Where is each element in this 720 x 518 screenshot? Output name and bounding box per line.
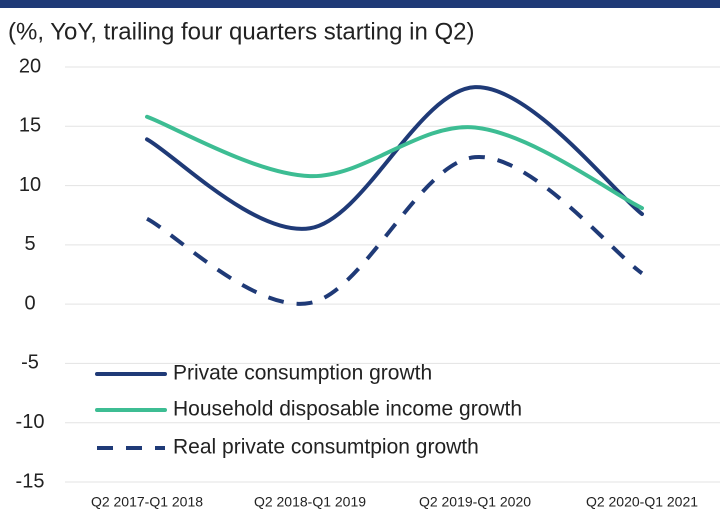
series-line — [145, 114, 644, 211]
x-tick-label: Q2 2017-Q1 2018 — [91, 494, 203, 510]
series-line — [145, 85, 644, 231]
legend-label: Private consumption growth — [173, 362, 432, 385]
y-tick-label: -10 — [16, 411, 45, 433]
y-tick-label: 5 — [24, 233, 35, 255]
legend-label: Real private consumtpion growth — [173, 436, 479, 459]
y-tick-label: 15 — [19, 115, 41, 137]
y-tick-label: -5 — [21, 352, 39, 374]
legend-label: Household disposable income growth — [173, 398, 522, 421]
y-tick-label: 0 — [24, 292, 35, 314]
x-tick-label: Q2 2019-Q1 2020 — [419, 494, 531, 510]
y-tick-label: 20 — [19, 55, 41, 77]
chart-subtitle: (%, YoY, trailing four quarters starting… — [8, 18, 474, 45]
series-line — [146, 155, 644, 306]
x-tick-label: Q2 2018-Q1 2019 — [254, 494, 366, 510]
top-bar — [0, 0, 720, 8]
y-tick-label: 10 — [19, 174, 41, 196]
x-tick-label: Q2 2020-Q1 2021 — [586, 494, 698, 510]
y-tick-label: -15 — [16, 470, 45, 492]
